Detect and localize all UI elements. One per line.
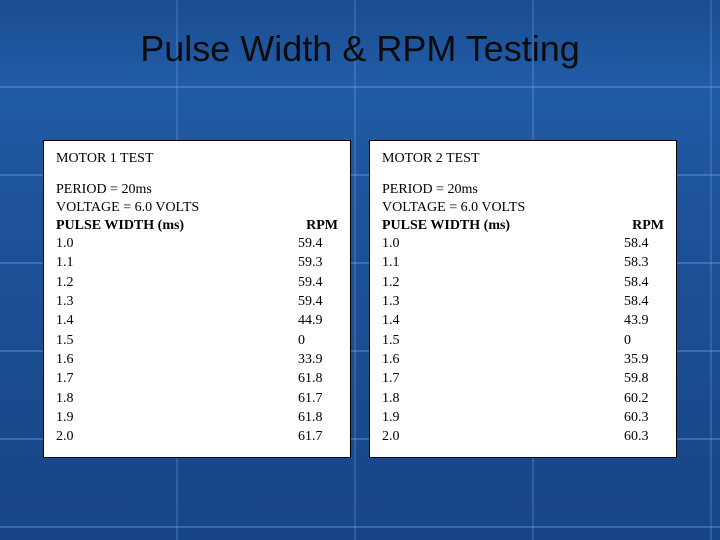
pw-cell: 1.8 (56, 389, 96, 408)
motor1-panel: MOTOR 1 TEST PERIOD = 20ms VOLTAGE = 6.0… (43, 140, 351, 458)
table-row: 1.0 59.4 (56, 234, 338, 253)
table-row: 1.3 58.4 (382, 292, 664, 311)
pw-cell: 1.8 (382, 389, 422, 408)
rpm-cell: 33.9 (298, 350, 338, 369)
table-row: 1.0 58.4 (382, 234, 664, 253)
motor2-headers: PULSE WIDTH (ms) RPM (382, 218, 664, 234)
rpm-cell: 59.3 (298, 253, 338, 272)
pw-cell: 1.0 (56, 234, 96, 253)
table-row: 1.1 58.3 (382, 253, 664, 272)
motor1-title: MOTOR 1 TEST (56, 151, 338, 167)
motor1-headers: PULSE WIDTH (ms) RPM (56, 218, 338, 234)
motor2-title: MOTOR 2 TEST (382, 151, 664, 167)
panels-container: MOTOR 1 TEST PERIOD = 20ms VOLTAGE = 6.0… (0, 140, 720, 458)
motor1-col2-header: RPM (306, 218, 338, 234)
table-row: 1.50 (382, 331, 664, 350)
pw-cell: 1.2 (56, 273, 96, 292)
pw-cell: 1.6 (56, 350, 96, 369)
rpm-cell: 60.3 (624, 427, 664, 446)
pw-cell: 1.6 (382, 350, 422, 369)
rpm-cell: 58.4 (624, 292, 664, 311)
pw-cell: 2.0 (382, 427, 422, 446)
motor1-voltage: VOLTAGE = 6.0 VOLTS (56, 199, 338, 217)
motor2-period: PERIOD = 20ms (382, 181, 664, 199)
table-row: 1.9 61.8 (56, 408, 338, 427)
table-row: 1.2 59.4 (56, 273, 338, 292)
rpm-cell: 58.3 (624, 253, 664, 272)
rpm-cell: 59.4 (298, 273, 338, 292)
table-row: 1.6 33.9 (56, 350, 338, 369)
rpm-cell: 35.9 (624, 350, 664, 369)
table-row: 1.6 35.9 (382, 350, 664, 369)
motor1-col1-header: PULSE WIDTH (ms) (56, 218, 184, 234)
motor2-panel: MOTOR 2 TEST PERIOD = 20ms VOLTAGE = 6.0… (369, 140, 677, 458)
pw-cell: 1.7 (382, 369, 422, 388)
motor2-rows: 1.058.4 1.158.3 1.258.4 1.358.4 1.443.9 … (382, 234, 664, 446)
pw-cell: 2.0 (56, 427, 96, 446)
table-row: 1.7 59.8 (382, 369, 664, 388)
motor2-col1-header: PULSE WIDTH (ms) (382, 218, 510, 234)
rpm-cell: 58.4 (624, 273, 664, 292)
table-row: 1.2 58.4 (382, 273, 664, 292)
rpm-cell: 59.8 (624, 369, 664, 388)
rpm-cell: 61.7 (298, 427, 338, 446)
motor1-rows: 1.059.4 1.159.3 1.259.4 1.359.4 1.444.9 … (56, 234, 338, 446)
motor2-voltage: VOLTAGE = 6.0 VOLTS (382, 199, 664, 217)
pw-cell: 1.5 (56, 331, 96, 350)
pw-cell: 1.9 (56, 408, 96, 427)
rpm-cell: 60.3 (624, 408, 664, 427)
rpm-cell: 58.4 (624, 234, 664, 253)
rpm-cell: 44.9 (298, 311, 338, 330)
pw-cell: 1.1 (382, 253, 422, 272)
pw-cell: 1.4 (382, 311, 422, 330)
pw-cell: 1.0 (382, 234, 422, 253)
pw-cell: 1.1 (56, 253, 96, 272)
motor1-period: PERIOD = 20ms (56, 181, 338, 199)
table-row: 1.7 61.8 (56, 369, 338, 388)
pw-cell: 1.5 (382, 331, 422, 350)
rpm-cell: 61.7 (298, 389, 338, 408)
rpm-cell: 59.4 (298, 292, 338, 311)
rpm-cell: 59.4 (298, 234, 338, 253)
table-row: 1.8 60.2 (382, 389, 664, 408)
rpm-cell: 0 (624, 331, 664, 350)
table-row: 1.4 43.9 (382, 311, 664, 330)
table-row: 2.0 61.7 (56, 427, 338, 446)
rpm-cell: 61.8 (298, 369, 338, 388)
table-row: 1.50 (56, 331, 338, 350)
pw-cell: 1.4 (56, 311, 96, 330)
pw-cell: 1.7 (56, 369, 96, 388)
table-row: 1.4 44.9 (56, 311, 338, 330)
rpm-cell: 61.8 (298, 408, 338, 427)
table-row: 1.3 59.4 (56, 292, 338, 311)
pw-cell: 1.9 (382, 408, 422, 427)
pw-cell: 1.3 (56, 292, 96, 311)
rpm-cell: 0 (298, 331, 338, 350)
pw-cell: 1.3 (382, 292, 422, 311)
table-row: 1.8 61.7 (56, 389, 338, 408)
slide-title: Pulse Width & RPM Testing (0, 0, 720, 70)
rpm-cell: 43.9 (624, 311, 664, 330)
table-row: 1.1 59.3 (56, 253, 338, 272)
pw-cell: 1.2 (382, 273, 422, 292)
table-row: 2.0 60.3 (382, 427, 664, 446)
rpm-cell: 60.2 (624, 389, 664, 408)
table-row: 1.9 60.3 (382, 408, 664, 427)
motor2-col2-header: RPM (632, 218, 664, 234)
